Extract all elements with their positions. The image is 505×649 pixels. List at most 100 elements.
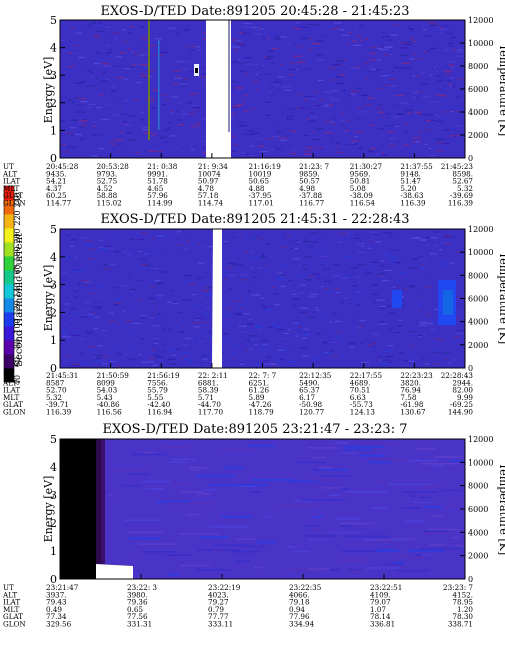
speckle-streak (388, 146, 392, 148)
speckle-streak (334, 287, 341, 290)
speckle-streak (84, 312, 86, 314)
band-streak (188, 466, 209, 469)
speckle-streak (228, 112, 238, 115)
table-cell: 4109. (370, 590, 391, 599)
speckle-streak (97, 295, 100, 297)
speckle-streak (191, 105, 199, 107)
speckle-streak (137, 238, 144, 241)
speckle-streak (103, 27, 106, 29)
speckle-streak (283, 338, 288, 340)
table-row-label: GLAT (3, 612, 23, 621)
speckle-streak (295, 45, 304, 47)
speckle-streak (361, 94, 368, 96)
speckle-streak (325, 51, 330, 53)
speckle-streak (389, 85, 398, 87)
table-cell: 9.99 (457, 393, 473, 402)
speckle-streak (264, 309, 273, 311)
speckle-streak (188, 113, 197, 115)
table-cell: 50.81 (350, 177, 371, 186)
speckle-streak (444, 243, 452, 245)
speckle-streak (273, 84, 280, 86)
speckle-streak (283, 332, 290, 334)
speckle-streak (220, 352, 226, 354)
band-streak (123, 519, 162, 522)
table-cell: 55.79 (147, 386, 168, 395)
speckle-streak (318, 79, 324, 81)
speckle-streak (166, 301, 173, 303)
colorbar-tick-label: 240 (13, 192, 22, 207)
speckle-streak (92, 35, 94, 37)
speckle-streak (303, 268, 309, 270)
speckle-streak (347, 105, 351, 107)
speckle-streak (254, 235, 258, 237)
speckle-streak (392, 24, 401, 26)
speckle-streak (310, 116, 317, 118)
speckle-streak (170, 301, 177, 303)
speckle-streak (62, 144, 66, 146)
table-cell: 22:28:43 (441, 371, 474, 380)
speckle-streak (225, 336, 228, 338)
table-cell: 77.96 (289, 612, 310, 621)
speckle-streak (457, 303, 461, 305)
speckle-streak (190, 93, 199, 95)
table-cell: -47.26 (249, 400, 272, 409)
speckle-streak (361, 132, 364, 134)
speckle-streak (141, 46, 143, 48)
speckle-streak (319, 262, 323, 264)
speckle-streak (324, 121, 332, 123)
speckle-streak (277, 125, 279, 127)
table-cell: 3937. (46, 590, 67, 599)
speckle-streak (365, 38, 369, 40)
speckle-streak (304, 68, 311, 70)
speckle-streak (104, 65, 112, 67)
speckle-streak (310, 79, 313, 81)
table-cell: 130.67 (400, 408, 426, 417)
speckle-streak (205, 313, 211, 315)
speckle-streak (418, 256, 424, 258)
speckle-streak (229, 135, 235, 137)
speckle-streak (388, 253, 391, 255)
speckle-streak (176, 348, 181, 350)
speckle-streak (409, 286, 416, 288)
table-cell: 114.77 (46, 199, 72, 208)
band-streak (395, 569, 430, 572)
table-cell: -50.98 (299, 400, 322, 409)
band-streak (122, 484, 140, 487)
speckle-streak (456, 49, 463, 51)
speckle-streak (309, 120, 318, 122)
speckle-streak (198, 341, 203, 343)
speckle-streak (114, 37, 119, 39)
table-row-label: ALT (2, 378, 17, 387)
speckle-streak (251, 267, 254, 270)
speckle-streak (322, 268, 330, 270)
speckle-streak (258, 79, 261, 81)
speckle-streak (457, 296, 461, 298)
speckle-streak (222, 333, 228, 335)
speckle-streak (264, 263, 267, 265)
speckle-streak (103, 268, 112, 270)
speckle-streak (88, 248, 97, 250)
panel-3-dark-edge (101, 439, 105, 564)
speckle-streak (430, 328, 437, 330)
speckle-streak (128, 139, 137, 141)
band-streak (413, 501, 434, 504)
band-streak (168, 573, 179, 576)
speckle-streak (357, 147, 363, 149)
speckle-streak (108, 312, 114, 314)
speckle-streak (95, 358, 101, 360)
table-cell: 23:23: 7 (443, 583, 473, 592)
speckle-streak (440, 31, 443, 33)
band-streak (345, 535, 389, 538)
speckle-streak (167, 27, 176, 29)
speckle-streak (74, 256, 78, 258)
table-cell: -38.09 (350, 191, 373, 200)
speckle-streak (382, 359, 391, 361)
speckle-streak (262, 81, 267, 83)
band-streak (349, 570, 362, 572)
speckle-streak (114, 287, 119, 289)
band-streak (143, 551, 179, 553)
speckle-streak (312, 273, 320, 275)
table-cell: 331.31 (127, 620, 152, 629)
speckle-streak (278, 76, 284, 78)
